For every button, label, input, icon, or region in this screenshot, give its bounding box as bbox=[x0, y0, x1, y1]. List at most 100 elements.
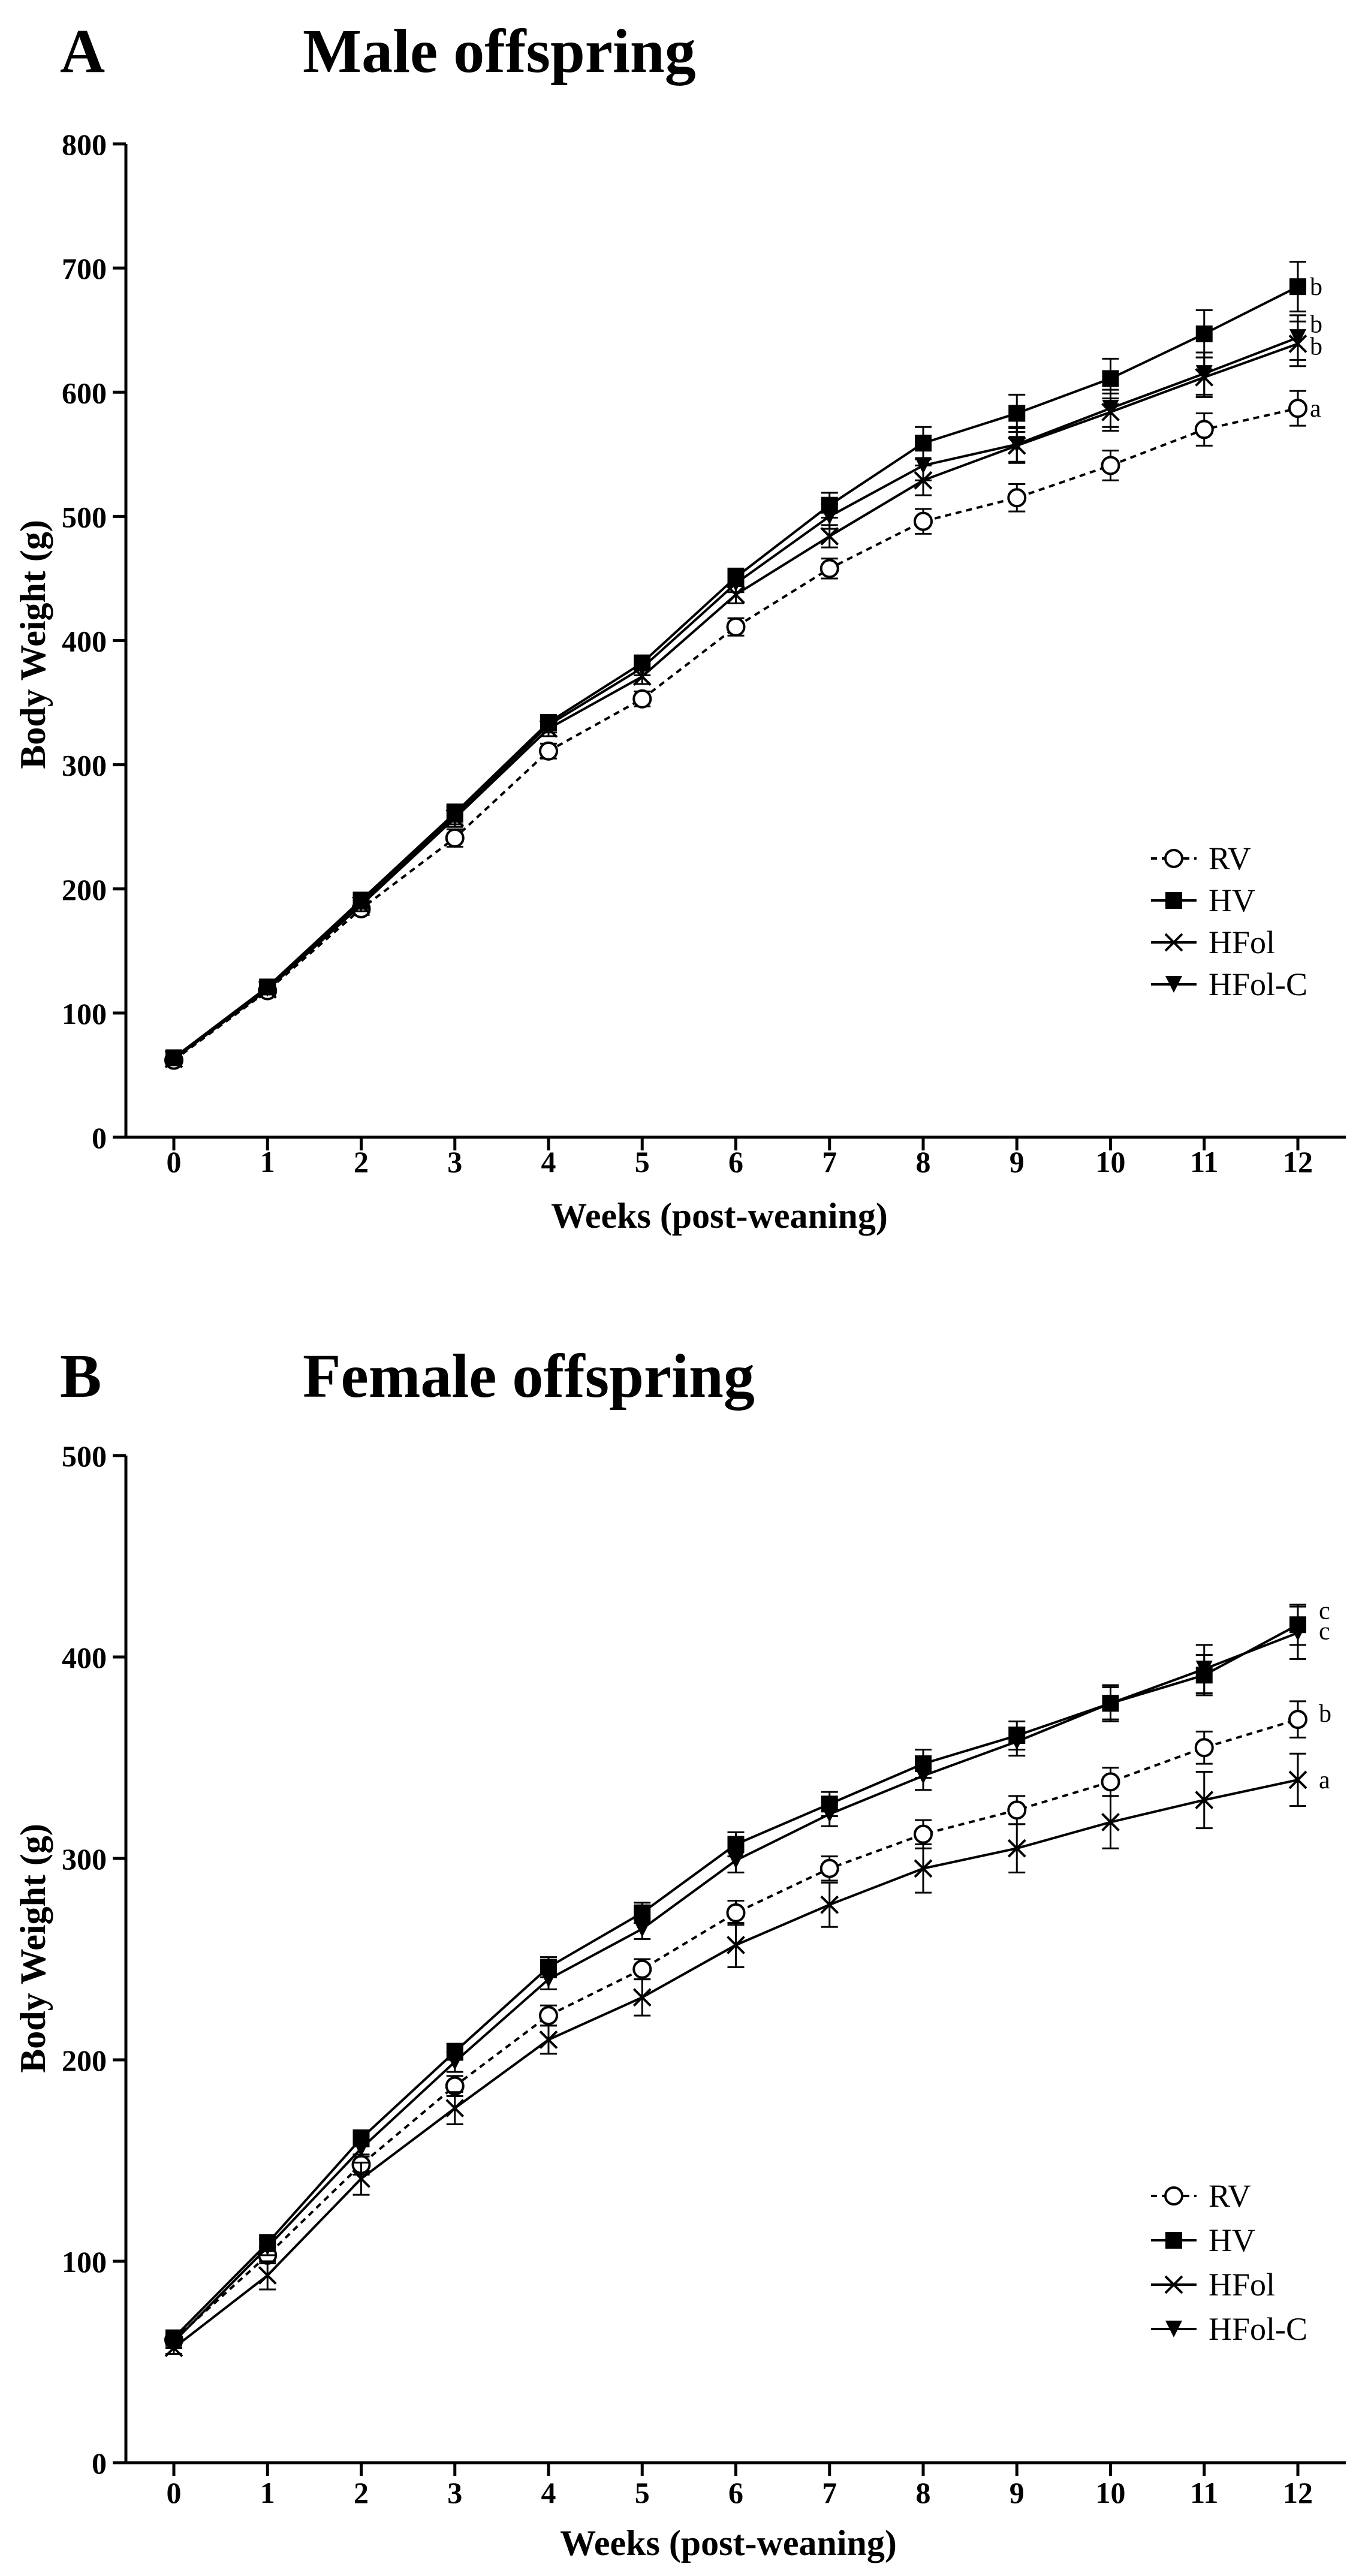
data-point bbox=[1195, 1661, 1213, 1678]
data-point bbox=[915, 1767, 932, 1785]
data-point bbox=[1288, 1770, 1307, 1789]
data-point bbox=[540, 1971, 557, 1988]
x-tick-label: 0 bbox=[167, 2476, 182, 2509]
data-point bbox=[445, 828, 465, 848]
legend-item-hv: HV bbox=[1151, 2222, 1255, 2258]
data-point bbox=[821, 1806, 838, 1823]
data-point bbox=[1195, 325, 1213, 342]
data-point bbox=[632, 1988, 652, 2007]
data-point bbox=[165, 2333, 182, 2351]
data-point bbox=[539, 741, 558, 761]
chart-title: Male offspring bbox=[303, 17, 696, 86]
data-point bbox=[539, 2030, 558, 2049]
x-tick-label: 0 bbox=[167, 1145, 182, 1179]
legend-marker bbox=[1164, 2275, 1183, 2294]
x-axis-label: Weeks (post-weaning) bbox=[551, 1196, 888, 1236]
data-point bbox=[1102, 400, 1119, 417]
data-point bbox=[821, 508, 838, 525]
legend-marker bbox=[1164, 849, 1183, 868]
data-point bbox=[1289, 278, 1306, 296]
data-point bbox=[819, 1858, 839, 1878]
data-point bbox=[259, 980, 276, 997]
data-point bbox=[1288, 1710, 1307, 1730]
data-point bbox=[446, 2053, 463, 2071]
y-tick-label: 500 bbox=[62, 500, 107, 534]
significance-letter: b bbox=[1310, 311, 1322, 338]
legend-item-hv: HV bbox=[1151, 882, 1255, 918]
x-tick-label: 10 bbox=[1096, 2476, 1126, 2509]
x-tick-label: 11 bbox=[1190, 2476, 1218, 2509]
data-point bbox=[820, 1895, 839, 1914]
x-tick-label: 12 bbox=[1283, 1145, 1313, 1179]
data-point bbox=[258, 2266, 277, 2285]
data-point bbox=[914, 1824, 933, 1844]
significance-letter: b bbox=[1310, 273, 1322, 301]
legend-marker bbox=[1165, 892, 1182, 909]
legend: RV HV HFol HFol-C bbox=[1151, 840, 1307, 1002]
x-tick-label: 8 bbox=[916, 2476, 931, 2509]
data-point bbox=[1289, 1624, 1306, 1641]
legend-marker bbox=[1165, 2232, 1182, 2249]
significance-letter: b bbox=[1310, 333, 1322, 361]
x-tick-label: 11 bbox=[1190, 1145, 1218, 1179]
x-tick-label: 8 bbox=[916, 1145, 931, 1179]
y-tick-label: 600 bbox=[62, 376, 107, 409]
data-point bbox=[1194, 420, 1214, 439]
data-point bbox=[727, 575, 745, 592]
y-tick-label: 0 bbox=[92, 1121, 107, 1155]
y-tick-label: 100 bbox=[62, 997, 107, 1031]
data-point bbox=[632, 1959, 652, 1979]
series-line bbox=[173, 1631, 1298, 2343]
significance-letter: a bbox=[1319, 1767, 1330, 1794]
legend-item-rv: RV bbox=[1151, 2178, 1251, 2214]
data-point bbox=[727, 1852, 745, 1869]
x-tick-label: 1 bbox=[260, 2476, 275, 2509]
x-tick-label: 10 bbox=[1096, 1145, 1126, 1179]
legend-item-hfol: HFol bbox=[1151, 2267, 1275, 2303]
data-point bbox=[539, 2006, 558, 2026]
data-point bbox=[1288, 399, 1307, 418]
data-point bbox=[1101, 1772, 1120, 1792]
panel-label: B bbox=[60, 1342, 101, 1411]
series-line bbox=[173, 1623, 1298, 2339]
x-tick-label: 2 bbox=[354, 2476, 369, 2509]
data-point bbox=[540, 716, 557, 734]
data-point bbox=[1194, 1738, 1214, 1758]
data-point bbox=[914, 1859, 933, 1878]
data-point bbox=[1008, 405, 1026, 422]
legend-label: RV bbox=[1209, 840, 1251, 876]
x-tick-label: 3 bbox=[447, 1145, 462, 1179]
data-point bbox=[1007, 488, 1027, 508]
series-hfol-c bbox=[165, 314, 1306, 1066]
data-point bbox=[1007, 1800, 1027, 1820]
y-axis-label: Body Weight (g) bbox=[13, 1824, 53, 2073]
data-point bbox=[352, 2140, 370, 2157]
x-axis-label: Weeks (post-weaning) bbox=[560, 2523, 897, 2563]
data-point bbox=[1195, 1791, 1214, 1809]
series-rv bbox=[164, 1700, 1307, 2350]
x-tick-label: 4 bbox=[541, 2476, 556, 2509]
series-line bbox=[173, 336, 1298, 1059]
significance-letter: c bbox=[1319, 1617, 1330, 1645]
y-tick-label: 100 bbox=[62, 2245, 107, 2279]
legend-label: HFol-C bbox=[1209, 966, 1307, 1002]
y-tick-label: 300 bbox=[62, 749, 107, 782]
data-point bbox=[726, 617, 746, 637]
x-tick-label: 7 bbox=[822, 2476, 837, 2509]
series-hfol bbox=[164, 320, 1307, 1068]
data-point bbox=[1289, 329, 1306, 347]
legend-item-rv: RV bbox=[1151, 840, 1251, 876]
significance-letter: b bbox=[1319, 1700, 1331, 1728]
series-hfol bbox=[164, 1752, 1307, 2357]
legend-item-hfol: HFol bbox=[1151, 924, 1275, 960]
series-line bbox=[173, 407, 1298, 1062]
legend-label: HV bbox=[1209, 2222, 1255, 2258]
series-rv bbox=[164, 390, 1307, 1070]
data-point bbox=[820, 527, 839, 546]
data-point bbox=[634, 1920, 651, 1938]
data-point bbox=[1101, 1813, 1120, 1831]
x-tick-label: 7 bbox=[822, 1145, 837, 1179]
panel-label: A bbox=[60, 17, 105, 86]
data-point bbox=[915, 435, 932, 452]
